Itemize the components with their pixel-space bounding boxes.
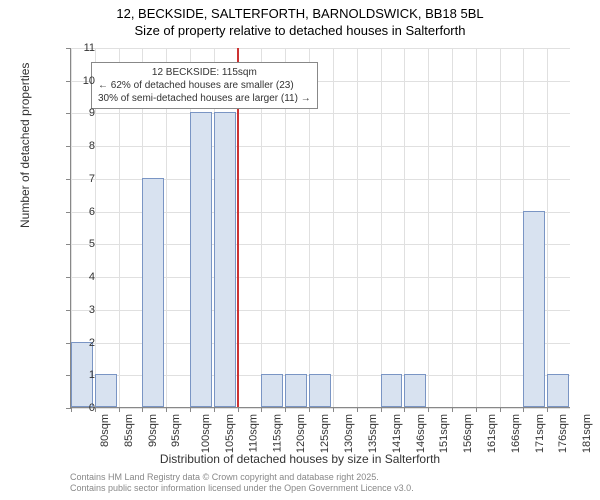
chart-container: 12, BECKSIDE, SALTERFORTH, BARNOLDSWICK,… bbox=[0, 0, 600, 500]
histogram-bar bbox=[142, 178, 164, 407]
gridline-vertical bbox=[381, 48, 382, 407]
xtick-label: 176sqm bbox=[558, 414, 570, 453]
x-axis-label: Distribution of detached houses by size … bbox=[0, 452, 600, 466]
xtick bbox=[547, 407, 548, 412]
xtick bbox=[357, 407, 358, 412]
ytick-label: 9 bbox=[65, 107, 95, 119]
xtick bbox=[119, 407, 120, 412]
xtick bbox=[261, 407, 262, 412]
xtick-label: 80sqm bbox=[99, 414, 111, 447]
gridline-horizontal bbox=[71, 48, 570, 49]
annotation-line-3: 30% of semi-detached houses are larger (… bbox=[98, 92, 311, 105]
xtick-label: 171sqm bbox=[534, 414, 546, 453]
xtick bbox=[142, 407, 143, 412]
histogram-bar bbox=[523, 211, 545, 407]
xtick-label: 85sqm bbox=[123, 414, 135, 447]
chart-title: 12, BECKSIDE, SALTERFORTH, BARNOLDSWICK,… bbox=[0, 6, 600, 40]
gridline-horizontal bbox=[71, 408, 570, 409]
title-line-2: Size of property relative to detached ho… bbox=[0, 23, 600, 40]
xtick-label: 95sqm bbox=[170, 414, 182, 447]
xtick-label: 130sqm bbox=[343, 414, 355, 453]
title-line-1: 12, BECKSIDE, SALTERFORTH, BARNOLDSWICK,… bbox=[0, 6, 600, 23]
ytick-label: 0 bbox=[65, 402, 95, 414]
xtick bbox=[309, 407, 310, 412]
annotation-line-2: ← 62% of detached houses are smaller (23… bbox=[98, 79, 311, 92]
histogram-bar bbox=[309, 374, 331, 407]
xtick bbox=[285, 407, 286, 412]
annotation-line-1: 12 BECKSIDE: 115sqm bbox=[98, 66, 311, 79]
xtick bbox=[238, 407, 239, 412]
gridline-vertical bbox=[357, 48, 358, 407]
histogram-bar bbox=[285, 374, 307, 407]
gridline-vertical bbox=[333, 48, 334, 407]
xtick bbox=[523, 407, 524, 412]
xtick-label: 135sqm bbox=[367, 414, 379, 453]
xtick-label: 90sqm bbox=[147, 414, 159, 447]
gridline-vertical bbox=[500, 48, 501, 407]
gridline-vertical bbox=[452, 48, 453, 407]
xtick-label: 120sqm bbox=[296, 414, 308, 453]
histogram-bar bbox=[547, 374, 569, 407]
ytick-label: 10 bbox=[65, 75, 95, 87]
xtick-label: 151sqm bbox=[438, 414, 450, 453]
xtick-label: 125sqm bbox=[319, 414, 331, 453]
xtick-label: 166sqm bbox=[510, 414, 522, 453]
y-axis-label: Number of detached properties bbox=[18, 63, 32, 228]
xtick-label: 115sqm bbox=[271, 414, 283, 452]
xtick bbox=[476, 407, 477, 412]
footer-attribution: Contains HM Land Registry data © Crown c… bbox=[70, 472, 414, 494]
gridline-vertical bbox=[547, 48, 548, 407]
ytick-label: 5 bbox=[65, 238, 95, 250]
histogram-bar bbox=[190, 112, 212, 407]
gridline-horizontal bbox=[71, 113, 570, 114]
annotation-box: 12 BECKSIDE: 115sqm← 62% of detached hou… bbox=[91, 62, 318, 109]
ytick-label: 1 bbox=[65, 369, 95, 381]
histogram-bar bbox=[381, 374, 403, 407]
ytick-label: 6 bbox=[65, 206, 95, 218]
xtick bbox=[333, 407, 334, 412]
xtick bbox=[381, 407, 382, 412]
xtick-label: 161sqm bbox=[486, 414, 498, 453]
histogram-bar bbox=[404, 374, 426, 407]
xtick-label: 146sqm bbox=[415, 414, 427, 453]
ytick-label: 8 bbox=[65, 140, 95, 152]
gridline-vertical bbox=[476, 48, 477, 407]
xtick bbox=[404, 407, 405, 412]
histogram-bar bbox=[214, 112, 236, 407]
ytick-label: 3 bbox=[65, 304, 95, 316]
gridline-vertical bbox=[428, 48, 429, 407]
ytick-label: 4 bbox=[65, 271, 95, 283]
histogram-bar bbox=[95, 374, 117, 407]
gridline-horizontal bbox=[71, 146, 570, 147]
footer-line-1: Contains HM Land Registry data © Crown c… bbox=[70, 472, 414, 483]
xtick bbox=[214, 407, 215, 412]
xtick-label: 141sqm bbox=[391, 414, 403, 453]
xtick bbox=[500, 407, 501, 412]
xtick-label: 181sqm bbox=[581, 414, 593, 453]
plot-area: 12 BECKSIDE: 115sqm← 62% of detached hou… bbox=[70, 48, 570, 408]
ytick-label: 7 bbox=[65, 173, 95, 185]
xtick-label: 105sqm bbox=[224, 414, 236, 453]
xtick-label: 100sqm bbox=[200, 414, 212, 453]
xtick bbox=[166, 407, 167, 412]
histogram-bar bbox=[261, 374, 283, 407]
ytick-label: 11 bbox=[65, 42, 95, 54]
footer-line-2: Contains public sector information licen… bbox=[70, 483, 414, 494]
ytick-label: 2 bbox=[65, 337, 95, 349]
xtick bbox=[428, 407, 429, 412]
xtick bbox=[452, 407, 453, 412]
xtick-label: 110sqm bbox=[247, 414, 259, 452]
xtick bbox=[190, 407, 191, 412]
gridline-vertical bbox=[404, 48, 405, 407]
xtick-label: 156sqm bbox=[462, 414, 474, 453]
